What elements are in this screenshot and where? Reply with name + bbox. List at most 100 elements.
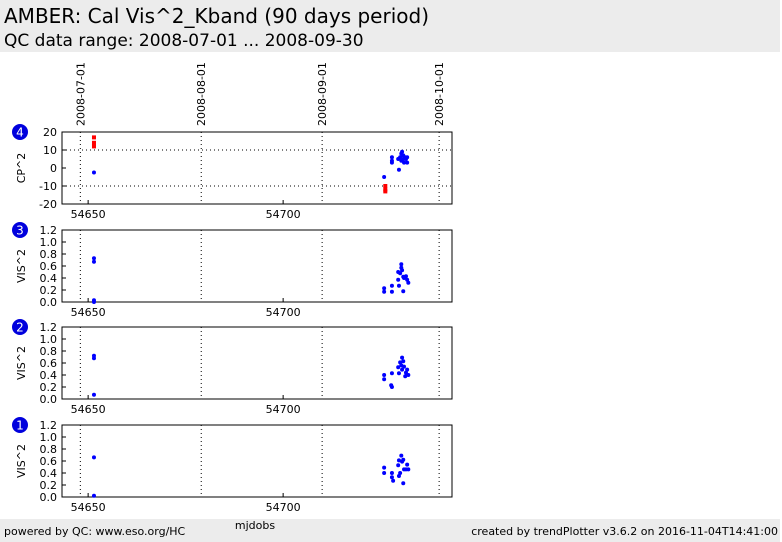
- x-tick-label: 54700: [266, 208, 301, 221]
- point: [405, 367, 410, 372]
- point: [402, 160, 407, 165]
- point: [401, 481, 406, 486]
- y-tick-label: 0.8: [40, 443, 58, 456]
- y-axis-label: CP^2: [15, 153, 28, 184]
- y-tick-label: 0.6: [40, 455, 58, 468]
- date-tick-label: 2008-10-01: [433, 62, 446, 126]
- y-tick-label: 0.2: [40, 479, 58, 492]
- point: [389, 155, 394, 160]
- panel-label: 2: [16, 321, 24, 335]
- y-tick-label: 0.8: [40, 248, 58, 261]
- point: [396, 167, 401, 172]
- point: [398, 360, 403, 365]
- point: [401, 359, 406, 364]
- point: [389, 283, 394, 288]
- panel-label: 4: [16, 126, 24, 140]
- y-tick-label: 1.0: [40, 333, 58, 346]
- point: [389, 160, 394, 165]
- point: [402, 364, 407, 369]
- point: [396, 463, 401, 468]
- panel-badge: [12, 222, 28, 238]
- point: [400, 355, 405, 360]
- date-tick-label: 2008-08-01: [195, 62, 208, 126]
- point: [406, 467, 411, 472]
- point: [396, 371, 401, 376]
- y-axis-label: VIS^2: [15, 346, 28, 380]
- point: [91, 455, 96, 460]
- point: [398, 471, 403, 475]
- x-tick-label: 54700: [266, 306, 301, 319]
- panel-badge: [12, 319, 28, 335]
- point: [389, 289, 394, 294]
- y-tick-label: 1.2: [40, 419, 58, 432]
- y-tick-label: 1.0: [40, 431, 58, 444]
- y-tick-label: 0.0: [40, 491, 58, 504]
- point: [396, 277, 401, 282]
- title: AMBER: Cal Vis^2_Kband (90 days period): [4, 4, 429, 28]
- plot-frame: [61, 326, 453, 400]
- point: [389, 475, 394, 480]
- point: [405, 277, 410, 282]
- y-tick-label: 1.2: [40, 224, 58, 237]
- point: [405, 160, 410, 165]
- plot-frame: [61, 131, 453, 205]
- point: [91, 135, 96, 140]
- point: [403, 274, 408, 279]
- point: [91, 356, 96, 361]
- y-tick-label: 0.4: [40, 369, 58, 382]
- point: [396, 474, 401, 478]
- point: [382, 465, 387, 470]
- point: [382, 289, 387, 294]
- y-tick-label: 0.0: [40, 393, 58, 406]
- point: [91, 256, 96, 261]
- y-tick-label: 0.4: [40, 467, 58, 480]
- footer-right: created by trendPlotter v3.6.2 on 2016-1…: [471, 525, 778, 538]
- x-axis-label: mjdobs: [235, 519, 275, 532]
- y-tick-label: 0.6: [40, 357, 58, 370]
- y-axis-label: VIS^2: [15, 444, 28, 478]
- panel-label: 1: [16, 419, 24, 433]
- x-tick-label: 54700: [266, 403, 301, 416]
- y-tick-label: 0.0: [40, 296, 58, 309]
- point: [382, 373, 387, 377]
- footer-band: [0, 519, 780, 542]
- date-tick-label: 2008-07-01: [74, 62, 87, 126]
- y-tick-label: 0.2: [40, 284, 58, 297]
- x-tick-label: 54650: [71, 403, 106, 416]
- panel-badge: [12, 124, 28, 140]
- header-band: [0, 0, 780, 52]
- point: [91, 392, 96, 397]
- point: [382, 286, 387, 291]
- point: [403, 374, 408, 379]
- x-tick-label: 54650: [71, 208, 106, 221]
- y-tick-label: -10: [39, 180, 57, 193]
- y-tick-label: 0: [50, 162, 57, 175]
- point: [401, 289, 406, 294]
- point: [91, 493, 96, 498]
- y-tick-label: 0.6: [40, 260, 58, 273]
- point: [405, 155, 410, 160]
- y-tick-label: 1.0: [40, 236, 58, 249]
- point: [400, 268, 405, 273]
- y-tick-label: 0.8: [40, 345, 58, 358]
- y-tick-label: 10: [43, 144, 57, 157]
- panel-label: 3: [16, 224, 24, 238]
- point: [389, 385, 394, 389]
- panel-badge: [12, 417, 28, 433]
- point: [91, 170, 96, 175]
- subtitle: QC data range: 2008-07-01 ... 2008-09-30: [4, 31, 364, 51]
- y-tick-label: 0.4: [40, 272, 58, 285]
- point: [382, 175, 387, 179]
- point: [398, 271, 403, 276]
- point: [391, 478, 396, 483]
- y-axis-label: VIS^2: [15, 249, 28, 283]
- y-tick-label: 0.2: [40, 381, 58, 394]
- date-tick-label: 2008-09-01: [316, 62, 329, 126]
- point: [91, 144, 96, 149]
- point: [405, 462, 410, 467]
- point: [383, 189, 388, 194]
- point: [399, 262, 404, 267]
- y-tick-label: 1.2: [40, 321, 58, 334]
- point: [383, 184, 388, 188]
